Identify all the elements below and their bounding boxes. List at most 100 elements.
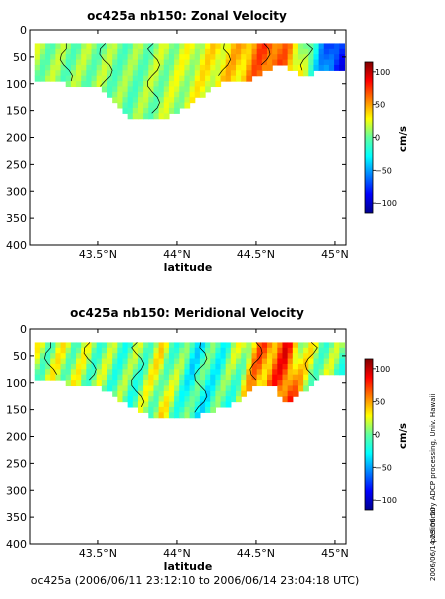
velocity-cell [179,396,186,403]
contour-line [249,342,263,381]
velocity-cell [220,48,227,55]
velocity-cell [251,353,258,360]
velocity-cell [205,64,211,71]
velocity-cell [256,347,263,354]
velocity-cell [112,385,118,392]
velocity-cell [153,401,160,408]
velocity-cell [86,369,93,376]
velocity-cell [96,81,103,88]
velocity-cell [70,43,77,50]
velocity-cell [256,374,263,381]
y-tick-label: 0 [20,24,27,37]
velocity-cell [303,342,309,349]
velocity-cell [122,102,129,109]
velocity-cell [65,353,72,360]
velocity-cell [45,70,51,77]
velocity-cell [112,64,118,71]
velocity-cell [34,59,41,66]
velocity-cell [168,64,175,71]
velocity-cell [132,86,139,93]
x-tick-label: 43.5°N [79,547,117,560]
velocity-cell [189,374,196,381]
velocity-cell [184,43,191,50]
velocity-cell [96,43,103,50]
velocity-cell [153,59,160,66]
velocity-cell [334,342,340,349]
velocity-cell [241,64,247,71]
velocity-cell [137,374,144,381]
velocity-cell [34,342,41,349]
zonal-x-label: latitude [164,261,213,274]
velocity-cell [148,70,155,77]
velocity-cell [112,43,118,50]
velocity-cell [148,347,155,354]
velocity-cell [81,353,87,360]
velocity-cell [127,59,134,66]
velocity-cell [199,81,206,88]
velocity-cell [205,75,211,82]
velocity-cell [143,374,149,381]
velocity-cell [137,91,144,98]
velocity-cell [308,54,315,61]
velocity-cell [70,380,77,387]
velocity-cell [292,342,299,349]
velocity-cell [236,390,242,397]
velocity-cell [143,64,149,71]
velocity-cell [230,64,237,71]
zonal-colorbar-ticks: −100 −50 0 50 100 [373,68,397,208]
velocity-cell [55,48,62,55]
velocity-cell [127,363,134,370]
velocity-cell [179,363,186,370]
velocity-cell [267,59,273,66]
velocity-cell [210,369,216,376]
velocity-cell [174,75,180,82]
velocity-cell [148,97,155,104]
velocity-cell [220,54,227,61]
velocity-cell [112,81,118,88]
velocity-cell [158,64,165,71]
velocity-cell [282,342,289,349]
velocity-cell [137,113,144,120]
velocity-cell [137,86,144,93]
velocity-cell [132,347,139,354]
velocity-cell [168,81,175,88]
velocity-cell [55,64,62,71]
y-tick-label: 50 [13,51,27,64]
velocity-cell [70,48,77,55]
velocity-cell [132,102,139,109]
velocity-cell [251,54,258,61]
velocity-cell [117,396,124,403]
velocity-cell [50,374,56,381]
velocity-cell [153,102,160,109]
velocity-cell [328,54,335,61]
velocity-cell [168,406,175,413]
velocity-cell [292,347,299,354]
velocity-cell [199,380,206,387]
meridional-colorbar: −100 −50 0 50 100 cm/s [364,358,409,511]
velocity-cell [112,380,118,387]
velocity-cell [297,43,304,50]
velocity-cell [153,390,160,397]
velocity-cell [194,342,201,349]
velocity-cell [225,48,232,55]
velocity-cell [137,75,144,82]
velocity-cell [76,342,82,349]
velocity-cell [168,390,175,397]
velocity-cell [184,363,191,370]
velocity-cell [272,358,278,365]
side-credit: preliminary ADCP processing, Univ. Hawai… [429,394,437,543]
velocity-cell [127,107,134,114]
velocity-cell [163,369,170,376]
velocity-cell [163,91,170,98]
velocity-cell [153,342,160,349]
velocity-cell [303,369,309,376]
velocity-cell [261,369,268,376]
velocity-cell [163,113,170,120]
velocity-cell [163,59,170,66]
velocity-cell [60,369,67,376]
velocity-cell [81,369,87,376]
velocity-cell [168,91,175,98]
velocity-cell [127,91,134,98]
velocity-cell [153,358,160,365]
velocity-cell [101,347,108,354]
